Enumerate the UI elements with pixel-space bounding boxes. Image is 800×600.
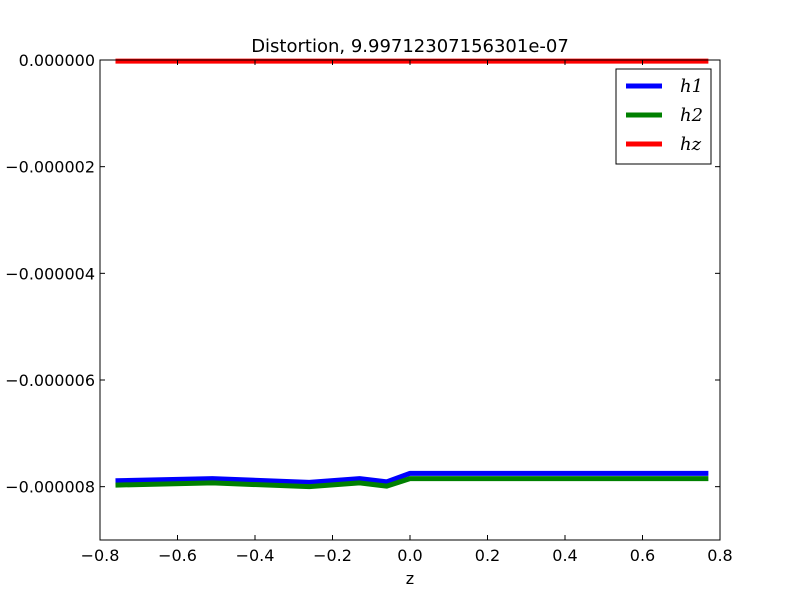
legend-label-hz: hz bbox=[680, 134, 702, 155]
x-tick-label: 0.6 bbox=[630, 546, 655, 565]
y-tick-label: −0.000006 bbox=[5, 371, 95, 390]
x-tick-label: −0.6 bbox=[158, 546, 197, 565]
legend-label-h2: h2 bbox=[680, 105, 703, 126]
y-tick-label: −0.000004 bbox=[5, 264, 95, 283]
chart-title: Distortion, 9.99712307156301e-07 bbox=[251, 36, 569, 57]
x-tick-label: 0.2 bbox=[475, 546, 500, 565]
series-line-h2 bbox=[115, 476, 709, 490]
series-layer bbox=[115, 58, 709, 490]
x-tick-label: 0.0 bbox=[397, 546, 422, 565]
x-tick-label: 0.4 bbox=[552, 546, 577, 565]
y-tick-label: −0.000008 bbox=[5, 478, 95, 497]
x-axis-label: z bbox=[406, 569, 414, 588]
y-tick-label: −0.000002 bbox=[5, 158, 95, 177]
x-tick-label: 0.8 bbox=[707, 546, 732, 565]
x-tick-label: −0.4 bbox=[236, 546, 275, 565]
x-tick-label: −0.2 bbox=[313, 546, 352, 565]
axis-ticks: −0.8 −0.6 −0.4 −0.2 0.0 0.2 0.4 0.6 0.8 0.000000 −… bbox=[5, 51, 732, 565]
legend: h1 h2 hz bbox=[615, 68, 712, 165]
x-tick-label: −0.8 bbox=[81, 546, 120, 565]
series-line-h1 bbox=[115, 470, 709, 485]
y-tick-label: 0.000000 bbox=[19, 51, 95, 70]
legend-label-h1: h1 bbox=[680, 76, 703, 97]
